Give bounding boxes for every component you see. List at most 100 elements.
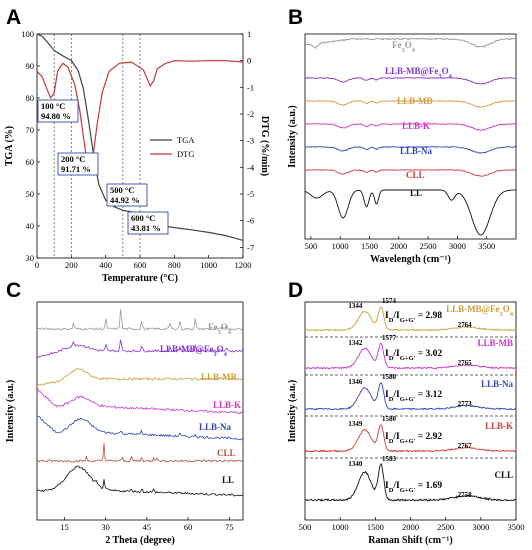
x-tick-label-c: 45 <box>143 522 152 532</box>
annotation-box <box>37 99 79 123</box>
x-tick-label-d: 3500 <box>508 522 525 532</box>
annotation-temp: 200 °C <box>61 154 85 164</box>
text-part: LLB-MB@Fe <box>446 304 499 314</box>
series-line-c <box>36 309 243 331</box>
y2-tick-label-a: 0 <box>247 56 251 66</box>
peak-label-d: 2758 <box>458 491 473 499</box>
text-part: = 3.12 <box>415 390 442 400</box>
text-part: CLL <box>494 470 513 480</box>
y2-tick-label-a: -4 <box>247 162 255 172</box>
text-part: LLB-MB@Fe <box>160 344 213 354</box>
text-part: = 1.69 <box>415 481 442 491</box>
text-part: LLB-MB <box>201 372 237 382</box>
text-part: LLB-Na <box>400 146 433 156</box>
series-line-d <box>304 306 517 332</box>
series-label-d: LLB-Na <box>481 379 514 389</box>
x-axis-title-c: 2 Theta (degree) <box>105 535 175 546</box>
series-line-b <box>304 77 517 85</box>
y-tick-label-a: 90 <box>26 61 35 71</box>
ratio-label-d: ID/IG+G' = 2.92 <box>385 432 442 445</box>
text-part: 4 <box>510 311 514 318</box>
text-part: Fe <box>392 40 402 50</box>
text-part: 3 <box>499 311 503 318</box>
text-part: 4 <box>412 47 416 54</box>
series-label-c: LLB-MB <box>201 372 237 382</box>
annotation-temp: 500 °C <box>110 185 134 195</box>
text-part: O <box>221 322 228 332</box>
annotation-mass: 44.92 % <box>110 195 140 205</box>
series-line-tga <box>36 33 244 241</box>
text-part: O <box>503 304 510 314</box>
y-axis-title-a: TGA (%) <box>4 126 15 166</box>
text-part: 3 <box>402 47 406 54</box>
text-part: O <box>442 66 449 76</box>
series-label-d: LLB-MB <box>477 338 513 348</box>
text-part: 3 <box>438 73 442 80</box>
peak-label-d: 2767 <box>458 442 473 450</box>
series-label-d: LLB-K <box>485 421 513 431</box>
text-part: CLL <box>217 448 236 458</box>
text-part: D <box>389 355 394 362</box>
text-part: I <box>385 481 389 491</box>
series-label-c: LLB-Na <box>199 422 232 432</box>
series-label-c: LLB-K <box>213 400 241 410</box>
text-part: LLB-MB@Fe <box>385 66 438 76</box>
series-label-b: CLL <box>406 170 425 180</box>
annotation-temp: 600 °C <box>131 213 155 223</box>
series-line-b <box>304 169 517 177</box>
annotation-box <box>127 211 169 235</box>
text-part: G+G' <box>400 438 416 445</box>
text-part: /I <box>392 481 400 491</box>
panel-letter-c: C <box>6 279 21 302</box>
text-part: D <box>389 396 394 403</box>
peak-label-d: 1342 <box>348 339 363 347</box>
series-label-b: LLB-MB@Fe3O4 <box>385 66 453 80</box>
x-tick-label-a: 1000 <box>200 260 217 270</box>
series-line-b <box>305 37 517 49</box>
plot-frame-b <box>304 33 517 240</box>
peak-label-d: 1349 <box>348 420 363 428</box>
text-part: /I <box>392 349 400 359</box>
text-part: 4 <box>228 329 232 336</box>
peak-label-d: 1580 <box>382 415 397 423</box>
text-part: = 2.92 <box>415 432 442 442</box>
x-tick-label-b: 3000 <box>449 241 466 251</box>
y-tick-label-a: 40 <box>26 221 35 231</box>
peak-label-d: 2765 <box>458 359 473 367</box>
panel-letter-b: B <box>288 6 303 29</box>
series-line-c <box>36 339 243 359</box>
y2-tick-label-a: -2 <box>247 109 254 119</box>
y-tick-label-a: 30 <box>26 253 35 263</box>
text-part: LLB-K <box>402 121 430 131</box>
text-part: 4 <box>449 73 453 80</box>
series-line-b <box>304 189 516 236</box>
series-line-d <box>304 462 517 502</box>
series-line-c <box>36 388 243 415</box>
x-axis-title-b: Wavelength (cm⁻¹) <box>370 254 451 265</box>
annotation-box <box>106 183 148 207</box>
text-part: /I <box>392 311 400 321</box>
x-tick-label-d: 500 <box>299 522 312 532</box>
x-tick-label-b: 1500 <box>361 241 378 251</box>
text-part: LLB-K <box>485 421 513 431</box>
y-axis-title-c: Intensity (a.u.) <box>5 380 16 443</box>
text-part: CLL <box>406 170 425 180</box>
text-part: O <box>405 40 412 50</box>
x-tick-label-c: 60 <box>184 522 193 532</box>
x-tick-label-a: 0 <box>35 260 39 270</box>
text-part: G+G' <box>400 355 416 362</box>
x-tick-label-a: 200 <box>65 260 78 270</box>
y-tick-label-a: 100 <box>21 29 34 39</box>
y-axis-title-b: Intensity (a.u.) <box>287 105 298 168</box>
x-tick-label-b: 2500 <box>420 241 437 251</box>
x-tick-label-b: 3500 <box>478 241 495 251</box>
series-label-b: LLB-MB <box>397 96 433 106</box>
peak-label-d: 1580 <box>382 373 397 381</box>
ratio-label-d: ID/IG+G' = 1.69 <box>385 481 442 494</box>
annotation-mass: 43.81 % <box>131 223 161 233</box>
text-part: D <box>389 317 394 324</box>
series-line-d <box>304 342 517 370</box>
annotation-mass: 91.71 % <box>61 164 91 174</box>
x-tick-label-c: 30 <box>101 522 110 532</box>
